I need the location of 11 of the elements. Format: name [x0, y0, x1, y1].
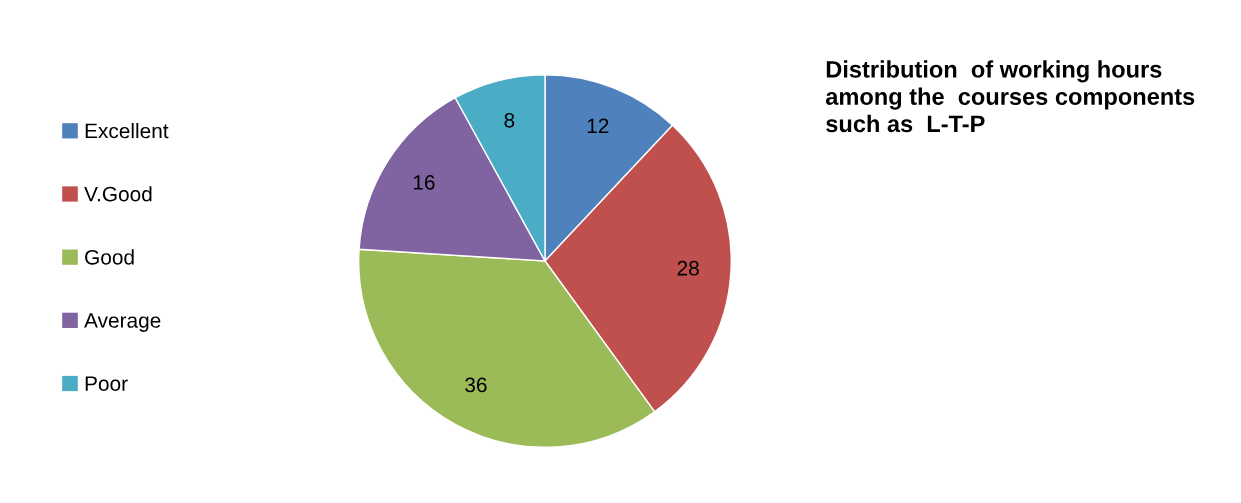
text: Distribution of working hours among the courses components such as L-T-P [825, 60, 1195, 133]
data-label: 8 [504, 112, 515, 128]
legend-label: V.Good [84, 186, 152, 202]
legend-label: Excellent [85, 122, 169, 139]
data-label: 16 [413, 174, 435, 190]
legend-label: Average [84, 313, 161, 332]
data-label: 36 [465, 377, 487, 393]
data-label: 28 [677, 260, 699, 276]
data-label: 12 [587, 118, 609, 134]
legend-label: Good [85, 249, 134, 265]
legend-label: Poor [85, 376, 128, 391]
